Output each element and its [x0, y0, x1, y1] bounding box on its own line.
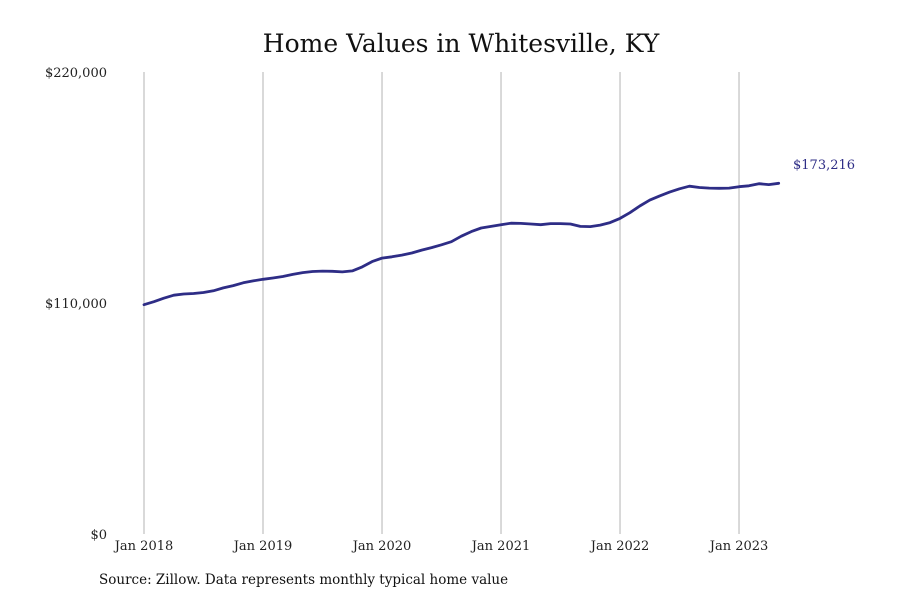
x-axis-ticks: Jan 2018 Jan 2019 Jan 2020 Jan 2021 Jan 2022… [113, 539, 769, 554]
x-tick-label: Jan 2023 [708, 539, 769, 554]
chart-title: Home Values in Whitesville, KY [263, 29, 660, 58]
series-line-0 [142, 181, 781, 307]
x-tick-label: Jan 2019 [232, 539, 293, 554]
x-tick-label: Jan 2020 [351, 539, 412, 554]
x-tick-label: Jan 2021 [470, 539, 531, 554]
x-tick-label: Jan 2022 [589, 539, 650, 554]
end-value-label: $173,216 [793, 158, 855, 173]
x-tick-label: Jan 2018 [113, 539, 174, 554]
series-lines [142, 181, 781, 307]
y-tick-label: $220,000 [45, 66, 107, 81]
y-tick-label: $110,000 [45, 297, 107, 312]
y-axis-ticks: $0 $110,000 $220,000 [45, 66, 107, 543]
source-note: Source: Zillow. Data represents monthly … [99, 572, 509, 588]
gridlines [143, 72, 740, 534]
y-tick-label: $0 [90, 528, 107, 543]
